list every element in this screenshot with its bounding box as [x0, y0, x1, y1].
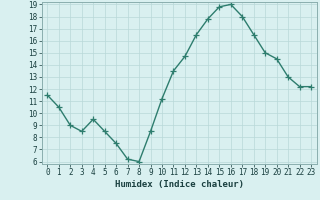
X-axis label: Humidex (Indice chaleur): Humidex (Indice chaleur): [115, 180, 244, 189]
